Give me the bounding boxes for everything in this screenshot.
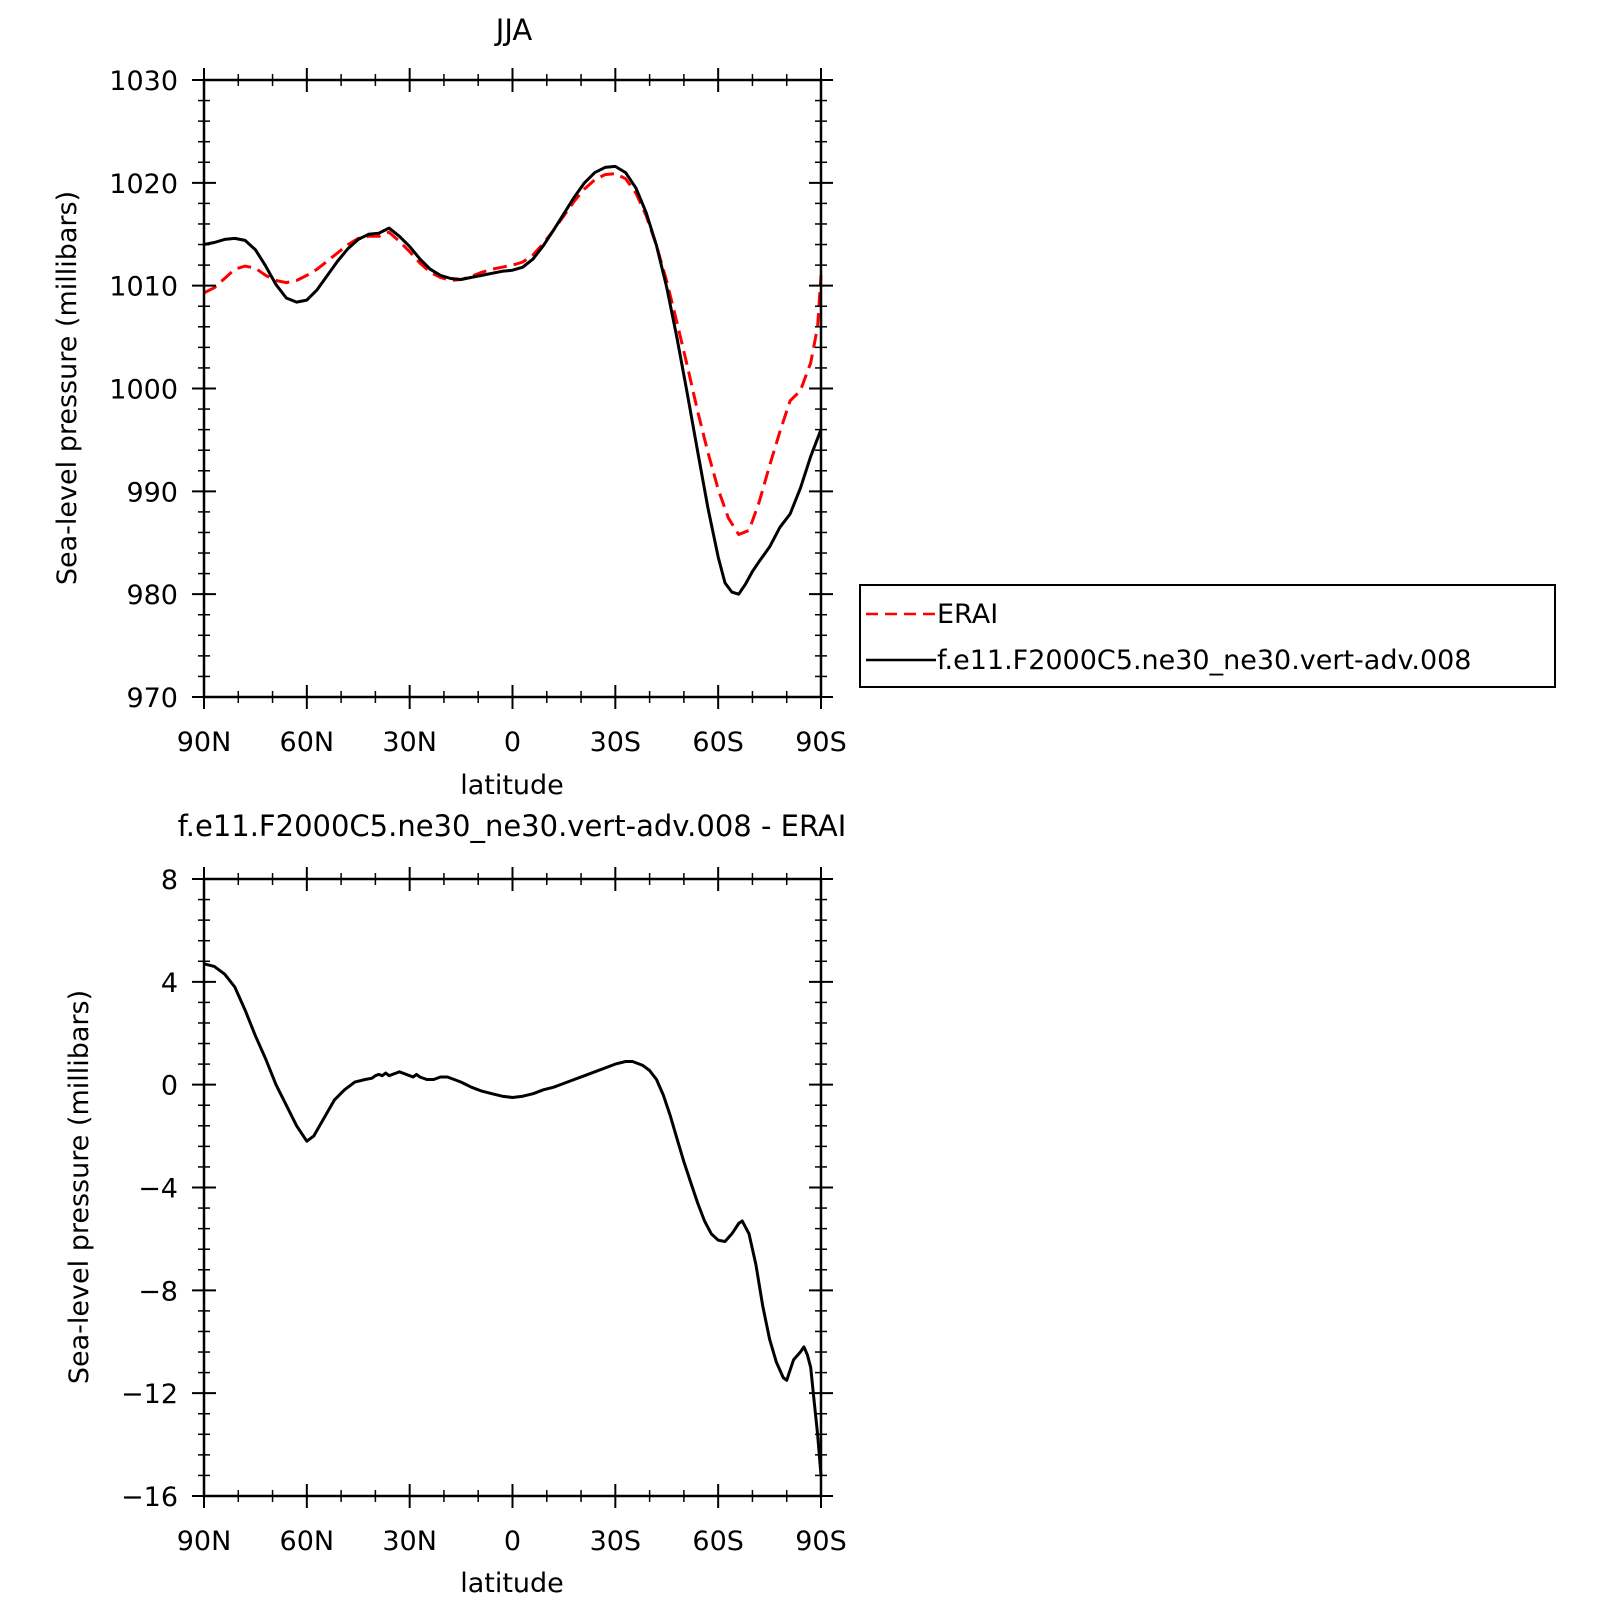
y-tick-label: −4 — [138, 1174, 178, 1205]
y-tick-label: 1010 — [109, 272, 178, 303]
top-y-axis-title: Sea-level pressure (millibars) — [52, 191, 83, 585]
bottom-series-layer — [203, 962, 823, 1476]
y-tick-label: 990 — [126, 477, 178, 508]
x-tick-label: 90N — [177, 1526, 232, 1557]
bottom-x-tick-labels: 90N 60N 30N 0 30S 60S 90S — [177, 1526, 847, 1557]
top-plot-frame — [202, 78, 823, 699]
legend-box — [859, 584, 1556, 688]
x-tick-label: 0 — [504, 727, 521, 758]
y-tick-label: 970 — [126, 683, 178, 714]
legend: ERAI f.e11.F2000C5.ne30_ne30.vert-adv.00… — [859, 584, 1556, 688]
series-line-0-1 — [203, 164, 823, 596]
top-x-axis-title: latitude — [460, 770, 564, 801]
series-line-0-0 — [203, 172, 823, 536]
bottom-plot-title: f.e11.F2000C5.ne30_ne30.vert-adv.008 - E… — [178, 809, 847, 843]
x-tick-label: 60S — [692, 727, 744, 758]
x-tick-label: 30N — [382, 1526, 437, 1557]
y-tick-label: −12 — [121, 1379, 178, 1410]
bottom-ticks-layer — [192, 867, 833, 1508]
x-tick-label: 0 — [504, 1526, 521, 1557]
top-series-layer — [203, 164, 823, 596]
x-tick-label: 60N — [280, 727, 335, 758]
x-tick-label: 90N — [177, 727, 232, 758]
y-tick-label: 0 — [161, 1071, 178, 1102]
top-plot-title: JJA — [494, 13, 533, 47]
y-tick-label: 1000 — [109, 375, 178, 406]
y-tick-label: −8 — [138, 1276, 178, 1307]
top-y-tick-labels: 970 980 990 1000 1010 1020 1030 — [109, 66, 178, 714]
bottom-x-axis-title: latitude — [460, 1568, 564, 1599]
y-tick-label: 1030 — [109, 66, 178, 97]
x-tick-label: 90S — [795, 727, 847, 758]
top-panel: JJA 970 980 990 1000 1010 1020 1030 90N 60N 30N 0… — [52, 13, 1556, 801]
y-tick-label: 8 — [161, 865, 178, 896]
bottom-y-axis-title: Sea-level pressure (millibars) — [64, 990, 95, 1384]
legend-label-erai: ERAI — [937, 599, 998, 630]
x-tick-label: 60N — [280, 1526, 335, 1557]
x-tick-label: 30S — [590, 1526, 642, 1557]
x-tick-label: 90S — [795, 1526, 847, 1557]
bottom-y-tick-labels: −16 −12 −8 −4 0 4 8 — [121, 865, 178, 1513]
top-x-tick-labels: 90N 60N 30N 0 30S 60S 90S — [177, 727, 847, 758]
y-tick-label: −16 — [121, 1482, 178, 1513]
x-tick-label: 60S — [692, 1526, 744, 1557]
bottom-panel: f.e11.F2000C5.ne30_ne30.vert-adv.008 - E… — [64, 809, 847, 1599]
x-tick-label: 30S — [590, 727, 642, 758]
series-line-1-0 — [203, 962, 823, 1476]
y-tick-label: 1020 — [109, 169, 178, 200]
bottom-plot-frame — [202, 877, 823, 1498]
legend-label-model: f.e11.F2000C5.ne30_ne30.vert-adv.008 — [937, 645, 1471, 676]
y-tick-label: 4 — [161, 968, 178, 999]
y-tick-label: 980 — [126, 580, 178, 611]
top-ticks-layer — [192, 68, 833, 709]
x-tick-label: 30N — [382, 727, 437, 758]
